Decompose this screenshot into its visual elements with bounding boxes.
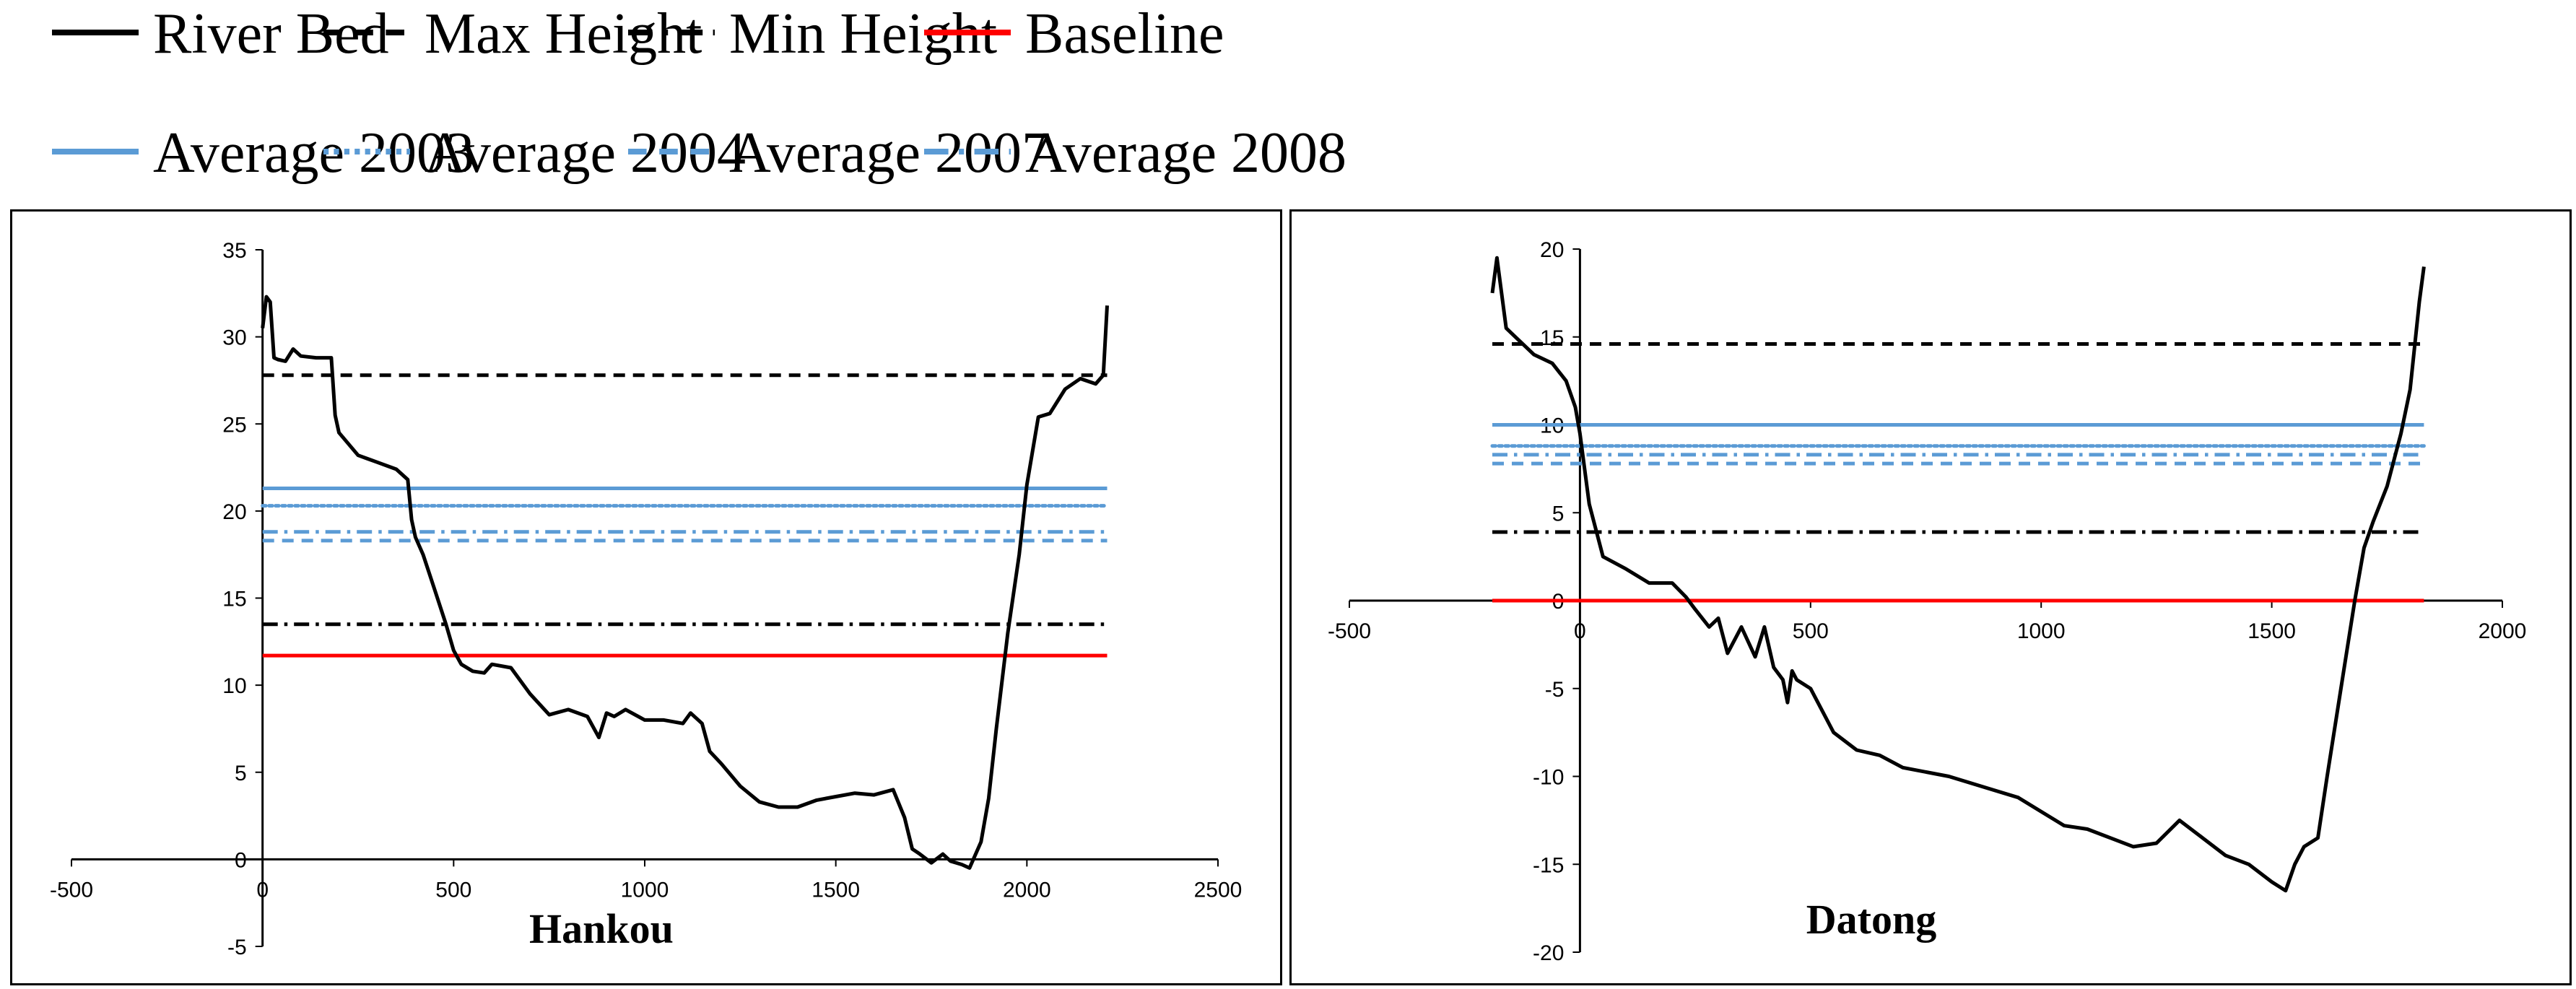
datong-station-title: Datong	[1806, 896, 1936, 943]
datong-chart-panel: -500 0 500 1000 1500 2000 -20 -15 -10 -5 0 5 10 15 20 D…	[1289, 209, 2572, 985]
datong-x-tick-label: 1500	[2248, 619, 2296, 643]
hankou-x-tick-label: 1000	[621, 878, 669, 902]
hankou-y-tick-label: 35	[222, 239, 246, 263]
hankou-chart: -500 0 500 1000 1500 2000 2500 -5 0 5 10 15 20 25 30 35…	[50, 239, 1243, 959]
hankou-y-tick-label: -5	[227, 936, 247, 959]
legend-label-average-2007: Average 2007	[729, 121, 1050, 185]
hankou-series-river-bed	[261, 295, 1109, 870]
hankou-x-tick-label: 2000	[1003, 878, 1051, 902]
hankou-x-tick-label: 2500	[1194, 878, 1243, 902]
datong-chart: -500 0 500 1000 1500 2000-20-15-10-505101520D…	[1328, 238, 2527, 965]
hankou-y-tick-label: 15	[222, 588, 246, 611]
datong-y-tick-label: 20	[1540, 238, 1564, 262]
chart-legend: River Bed Max Height Min Height BaselineAve…	[52, 2, 1346, 185]
datong-y-tick-label: -20	[1533, 941, 1564, 965]
datong-x-tick-label: 0	[1574, 619, 1586, 643]
hankou-y-tick-label: 0	[235, 848, 247, 872]
datong-y-tick-label: -10	[1533, 766, 1564, 790]
datong-y-tick-label: 15	[1540, 326, 1564, 350]
hankou-x-tick-label: -500	[50, 878, 93, 902]
hankou-y-tick-label: 20	[222, 500, 246, 524]
hankou-y-tick-label: 30	[222, 326, 246, 350]
hankou-y-tick-label: 25	[222, 413, 246, 437]
datong-y-tick-label: -5	[1545, 678, 1565, 702]
datong-x-tick-label: 1000	[2017, 619, 2066, 643]
hankou-y-tick-label: 5	[235, 762, 247, 785]
legend-label-average-2003: Average 2003	[153, 121, 474, 185]
hankou-x-tick-label: 500	[435, 878, 471, 902]
hankou-y-tick-label: 10	[222, 674, 246, 698]
hankou-x-tick-label: 1500	[811, 878, 860, 902]
datong-x-tick-label: 2000	[2479, 619, 2527, 643]
hankou-x-tick-label: 0	[256, 878, 269, 902]
datong-x-tick-label: 500	[1793, 619, 1829, 643]
datong-y-tick-label: 5	[1552, 502, 1565, 526]
legend-label-baseline: Baseline	[1025, 2, 1224, 66]
datong-series-river-bed	[1490, 256, 2426, 893]
legend-label-river-bed: River Bed	[153, 2, 389, 66]
datong-y-tick-label: -15	[1533, 853, 1564, 877]
hankou-chart-panel: -500 0 500 1000 1500 2000 2500 -5 0 5 10 15 20 25 30 35…	[10, 209, 1282, 985]
hankou-station-title: Hankou	[529, 905, 674, 952]
legend-label-average-2008: Average 2008	[1025, 121, 1346, 185]
datong-x-tick-label: -500	[1328, 619, 1371, 643]
legend-label-max-height: Max Height	[425, 2, 702, 66]
